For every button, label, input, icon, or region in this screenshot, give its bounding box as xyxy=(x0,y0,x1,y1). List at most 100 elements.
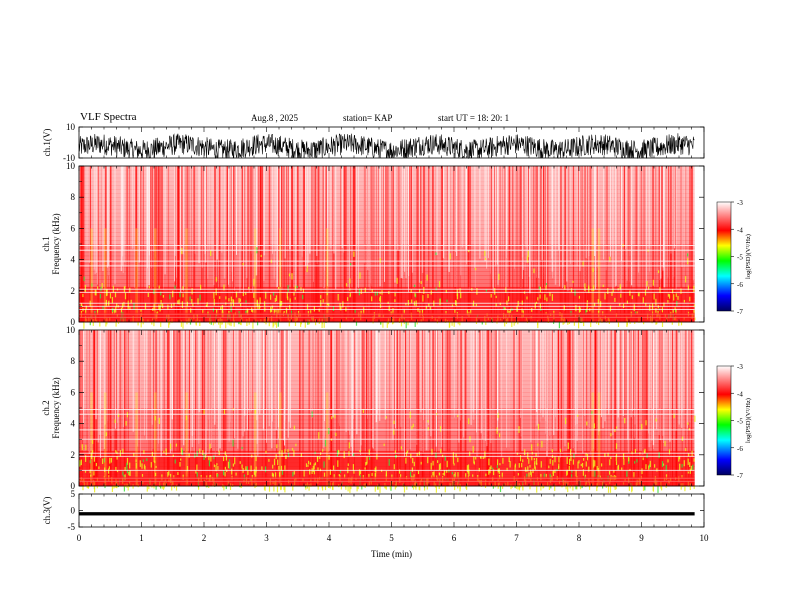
psd-speckle xyxy=(526,473,528,480)
psd-speckle xyxy=(586,454,589,461)
y-tick-label: 10 xyxy=(66,161,76,171)
psd-speckle xyxy=(303,470,305,477)
psd-speckle xyxy=(167,304,169,310)
noise-streak xyxy=(330,330,332,486)
noise-streak xyxy=(342,166,344,292)
psd-speckle xyxy=(219,321,221,329)
psd-speckle xyxy=(634,321,636,324)
noise-streak xyxy=(198,330,200,444)
noise-streak xyxy=(192,166,194,267)
noise-streak xyxy=(278,330,279,439)
noise-streak xyxy=(409,166,411,322)
psd-speckle xyxy=(257,320,259,326)
psd-speckle xyxy=(213,464,215,468)
noise-streak xyxy=(178,330,180,415)
noise-streak xyxy=(320,330,322,486)
psd-speckle xyxy=(571,474,573,479)
psd-speckle xyxy=(392,308,394,315)
psd-speckle xyxy=(455,453,457,458)
psd-speckle xyxy=(337,294,339,301)
psd-speckle xyxy=(548,465,550,469)
noise-streak xyxy=(378,166,379,322)
psd-speckle xyxy=(348,442,350,449)
colorbar-tick-label: -5 xyxy=(737,254,743,262)
noise-streak xyxy=(97,166,99,322)
psd-speckle xyxy=(210,474,212,478)
colorbar-tick-label: -3 xyxy=(737,199,743,207)
psd-speckle xyxy=(680,321,683,326)
y-tick-label: 0 xyxy=(71,481,76,491)
psd-speckle xyxy=(339,321,341,329)
intensity-layer xyxy=(79,392,695,397)
noise-streak xyxy=(623,166,626,322)
psd-speckle xyxy=(643,321,645,325)
psd-speckle xyxy=(154,416,156,421)
noise-streak xyxy=(422,330,424,453)
low-band xyxy=(79,476,695,486)
noise-streak xyxy=(598,166,600,287)
psd-speckle xyxy=(104,467,106,472)
noise-streak xyxy=(644,166,646,322)
intensity-layer xyxy=(79,259,695,264)
noise-streak xyxy=(366,330,367,486)
noise-streak xyxy=(207,330,210,486)
noise-streak xyxy=(599,330,601,486)
noise-streak xyxy=(588,166,590,290)
intensity-layer xyxy=(79,240,695,245)
noise-streak xyxy=(210,330,211,486)
psd-speckle xyxy=(85,444,87,451)
psd-speckle xyxy=(604,453,606,458)
psd-speckle xyxy=(586,308,588,313)
psd-speckle xyxy=(223,409,226,414)
x-axis-label: Time (min) xyxy=(371,549,412,559)
noise-streak xyxy=(634,330,636,425)
noise-streak xyxy=(247,330,248,431)
noise-streak xyxy=(568,166,570,322)
colorbar-tick-label: -7 xyxy=(737,472,743,480)
noise-streak xyxy=(289,166,291,250)
noise-streak xyxy=(237,330,239,449)
psd-speckle xyxy=(497,412,499,418)
noise-streak xyxy=(459,330,461,421)
noise-streak xyxy=(448,330,450,449)
noise-streak xyxy=(230,166,232,322)
intensity-layer xyxy=(79,372,695,378)
psd-speckle xyxy=(503,307,505,310)
psd-speckle xyxy=(115,466,117,471)
noise-streak xyxy=(243,166,244,294)
noise-streak xyxy=(479,166,481,259)
noise-streak xyxy=(351,330,354,457)
psd-speckle xyxy=(383,443,385,446)
noise-streak xyxy=(551,166,553,259)
psd-speckle xyxy=(163,450,165,453)
noise-streak xyxy=(363,166,366,322)
noise-streak xyxy=(114,330,117,429)
noise-streak xyxy=(271,330,272,440)
noise-streak xyxy=(205,166,208,322)
psd-speckle xyxy=(101,283,103,289)
psd-speckle xyxy=(253,292,255,298)
psd-speckle xyxy=(585,309,587,316)
noise-streak xyxy=(144,330,145,436)
intensity-layer xyxy=(79,337,695,343)
noise-streak xyxy=(526,166,527,322)
noise-streak xyxy=(120,330,122,486)
psd-speckle xyxy=(530,469,532,475)
noise-streak xyxy=(411,166,413,322)
noise-streak xyxy=(476,330,477,433)
noise-streak xyxy=(306,166,309,267)
psd-speckle xyxy=(135,463,137,469)
noise-streak xyxy=(256,330,258,444)
psd-speckle xyxy=(445,289,447,293)
intensity-layer xyxy=(79,447,695,452)
noise-streak xyxy=(453,330,455,418)
psd-speckle xyxy=(438,281,441,288)
figure-start-ut: start UT = 18: 20: 1 xyxy=(438,113,510,123)
noise-streak xyxy=(247,330,250,486)
y-tick-label: 0 xyxy=(71,506,76,516)
psd-speckle xyxy=(311,468,313,474)
psd-speckle xyxy=(451,319,453,326)
psd-speckle xyxy=(169,294,171,300)
noise-streak xyxy=(243,330,245,486)
noise-streak xyxy=(661,330,663,486)
